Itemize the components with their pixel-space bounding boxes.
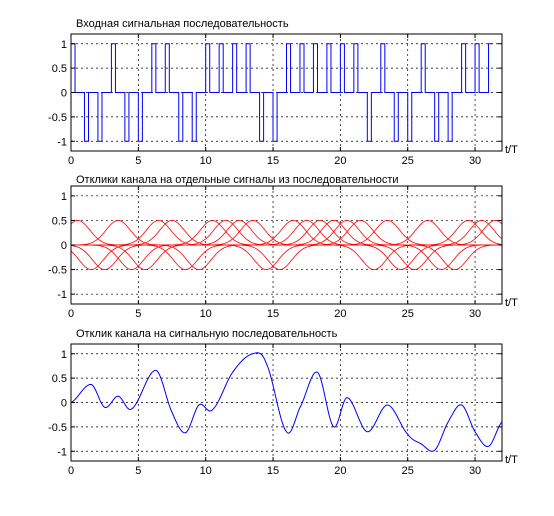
x-tick-label: 0 xyxy=(68,465,74,477)
x-tick-label: 15 xyxy=(267,155,279,167)
x-tick-label: 20 xyxy=(334,308,346,320)
x-tick-label: 15 xyxy=(267,465,279,477)
series-line xyxy=(70,352,503,452)
y-tick-label: -0.5 xyxy=(48,112,67,124)
y-tick-label: 1 xyxy=(61,191,67,203)
y-tick-label: 0 xyxy=(61,88,67,100)
x-tick-label: 10 xyxy=(200,465,212,477)
response-curve xyxy=(71,220,503,246)
x-tick-label: 15 xyxy=(267,308,279,320)
x-axis-label: t/T xyxy=(505,454,518,466)
x-tick-label: 0 xyxy=(68,308,74,320)
y-tick-label: -0.5 xyxy=(48,265,67,277)
x-tick-label: 10 xyxy=(200,155,212,167)
x-tick-label: 0 xyxy=(68,155,74,167)
y-tick-label: -1 xyxy=(57,289,67,301)
x-tick-label: 5 xyxy=(135,465,141,477)
y-tick-label: 0 xyxy=(61,398,67,410)
panel-title: Отклик канала на сигнальную последовател… xyxy=(76,328,338,340)
x-tick-label: 5 xyxy=(135,155,141,167)
x-tick-label: 30 xyxy=(469,308,481,320)
x-tick-label: 30 xyxy=(469,465,481,477)
panel-title: Входная сигнальная последовательность xyxy=(76,18,289,30)
y-tick-label: 0.5 xyxy=(52,215,67,227)
y-tick-label: 0.5 xyxy=(52,63,67,75)
y-tick-label: 1 xyxy=(61,349,67,361)
y-tick-label: 1 xyxy=(61,39,67,51)
x-axis-label: t/T xyxy=(505,144,518,156)
x-tick-label: 10 xyxy=(200,308,212,320)
series-line xyxy=(71,43,493,142)
y-tick-label: 0 xyxy=(61,240,67,252)
x-tick-label: 30 xyxy=(469,155,481,167)
panel-title: Отклики канала на отдельные сигналы из п… xyxy=(76,174,399,186)
x-tick-label: 25 xyxy=(402,308,414,320)
x-tick-label: 20 xyxy=(334,155,346,167)
panel-3: Отклик канала на сигнальную последовател… xyxy=(48,328,518,477)
x-axis-label: t/T xyxy=(505,297,518,309)
x-tick-label: 25 xyxy=(402,465,414,477)
x-tick-label: 25 xyxy=(402,155,414,167)
panel-2: Отклики канала на отдельные сигналы из п… xyxy=(48,174,518,320)
panel-1: Входная сигнальная последовательность 0 5 1… xyxy=(48,18,518,167)
y-tick-label: -0.5 xyxy=(48,422,67,434)
y-tick-label: 0.5 xyxy=(52,373,67,385)
y-tick-label: -1 xyxy=(57,136,67,148)
x-tick-label: 20 xyxy=(334,465,346,477)
y-tick-label: -1 xyxy=(57,446,67,458)
x-tick-label: 5 xyxy=(135,308,141,320)
